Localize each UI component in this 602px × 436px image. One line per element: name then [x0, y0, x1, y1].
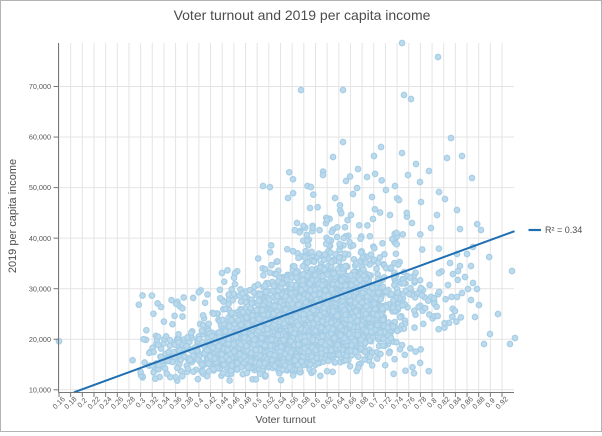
svg-text:70,000: 70,000 — [29, 82, 51, 91]
svg-text:30,000: 30,000 — [29, 284, 51, 293]
svg-text:R² = 0.34: R² = 0.34 — [545, 225, 582, 235]
svg-text:2019 per capita income: 2019 per capita income — [7, 159, 19, 273]
svg-text:Voter turnout and 2019 per cap: Voter turnout and 2019 per capita income — [174, 7, 431, 23]
svg-text:20,000: 20,000 — [29, 335, 51, 344]
svg-text:50,000: 50,000 — [29, 183, 51, 192]
svg-text:60,000: 60,000 — [29, 133, 51, 142]
svg-text:0.92: 0.92 — [494, 395, 510, 411]
svg-text:Voter turnout: Voter turnout — [255, 414, 315, 426]
svg-text:40,000: 40,000 — [29, 234, 51, 243]
svg-text:10,000: 10,000 — [29, 385, 51, 394]
